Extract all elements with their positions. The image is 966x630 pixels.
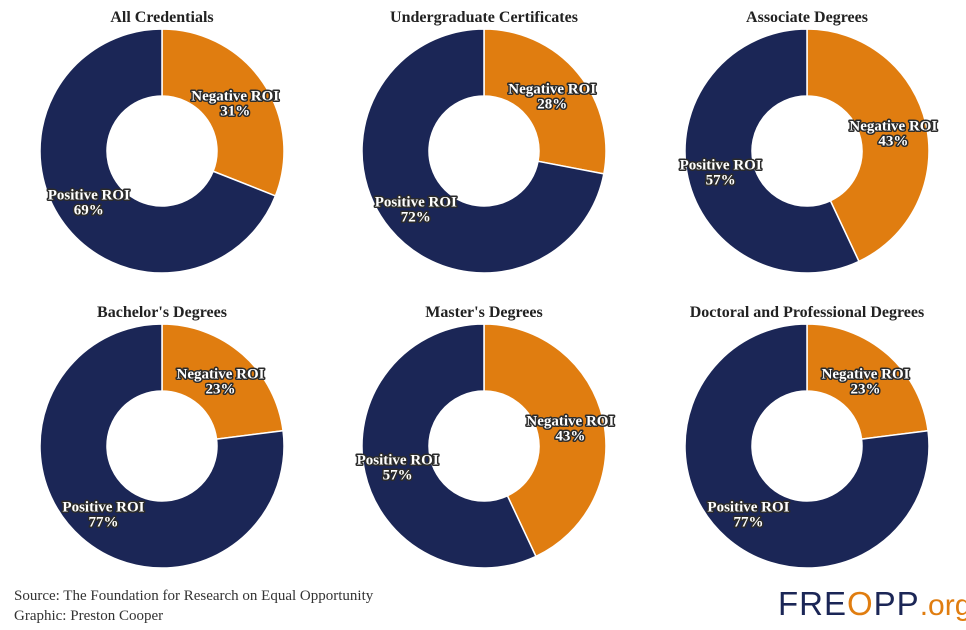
negative-roi-label: Negative ROI [526,414,614,430]
negative-roi-value: 43% [878,134,908,150]
positive-roi-label: Positive ROI [375,194,457,210]
graphic-credit: Graphic: Preston Cooper [14,608,164,624]
positive-roi-slice [684,323,930,569]
negative-roi-value: 43% [555,429,585,445]
logo-part-o: O [847,585,874,622]
positive-roi-slice [684,28,860,274]
negative-roi-label: Negative ROI [191,88,279,104]
chart-title: All Credentials [110,9,213,26]
donut-chart-doctoral-and-professional-degrees: Doctoral and Professional Degrees Negativ… [684,304,930,569]
positive-roi-value: 77% [88,514,118,530]
positive-roi-value: 57% [383,467,413,483]
positive-roi-label: Positive ROI [680,157,762,173]
positive-roi-label: Positive ROI [707,499,789,515]
logo-part-pp: PP [873,585,920,622]
negative-roi-value: 31% [220,103,250,119]
positive-roi-value: 57% [706,172,736,188]
chart-title: Bachelor's Degrees [97,304,227,321]
positive-roi-slice [361,323,537,569]
freopp-logo: FREOPP.org [778,584,966,624]
negative-roi-label: Negative ROI [177,367,265,383]
positive-roi-label: Positive ROI [357,452,439,468]
donut-chart-undergraduate-certificates: Undergraduate Certificates Negative ROI28… [361,9,607,274]
positive-roi-slice [361,28,605,274]
negative-roi-value: 23% [206,382,236,398]
source-text: Source: The Foundation for Research on E… [14,588,374,604]
source-note: Source: The Foundation for Research on E… [14,586,373,626]
negative-roi-label: Negative ROI [849,119,937,135]
logo-part-fre: FRE [778,585,847,622]
positive-roi-label: Positive ROI [62,499,144,515]
positive-roi-label: Positive ROI [48,188,130,204]
chart-title: Associate Degrees [746,9,868,26]
positive-roi-value: 77% [733,514,763,530]
positive-roi-slice [39,323,285,569]
negative-roi-value: 23% [851,382,881,398]
negative-roi-slice [806,28,930,263]
negative-roi-slice [483,323,607,558]
negative-roi-label: Negative ROI [822,367,910,383]
positive-roi-value: 72% [401,209,431,225]
chart-title: Master's Degrees [425,304,542,321]
negative-roi-label: Negative ROI [508,82,596,98]
positive-roi-value: 69% [74,203,104,219]
chart-title: Undergraduate Certificates [390,9,578,26]
negative-roi-slice [806,323,929,440]
negative-roi-value: 28% [537,97,567,113]
negative-roi-slice [161,323,284,440]
logo-part-org: .org [919,589,966,622]
negative-roi-slice [161,28,285,197]
negative-roi-slice [483,28,607,175]
chart-title: Doctoral and Professional Degrees [690,304,924,321]
positive-roi-slice [39,28,277,274]
